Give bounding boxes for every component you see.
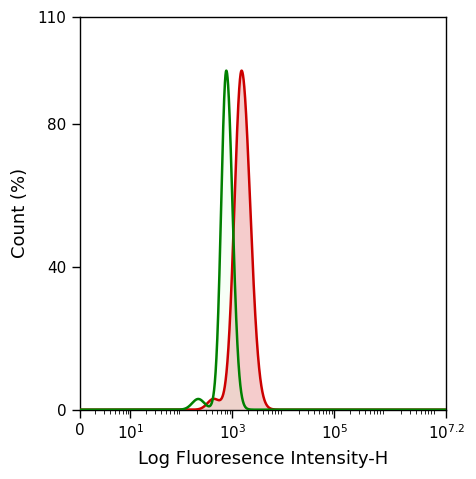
Y-axis label: Count (%): Count (%) <box>11 168 29 259</box>
X-axis label: Log Fluoresence Intensity-H: Log Fluoresence Intensity-H <box>138 450 388 468</box>
